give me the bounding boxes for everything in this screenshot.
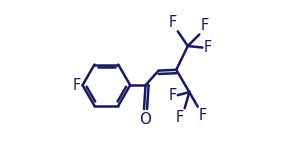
- Text: F: F: [204, 40, 212, 55]
- Text: F: F: [73, 78, 81, 93]
- Text: F: F: [198, 108, 207, 123]
- Text: O: O: [139, 112, 151, 127]
- Text: F: F: [168, 15, 177, 30]
- Text: F: F: [200, 18, 209, 33]
- Text: F: F: [168, 88, 177, 103]
- Text: F: F: [176, 110, 184, 125]
